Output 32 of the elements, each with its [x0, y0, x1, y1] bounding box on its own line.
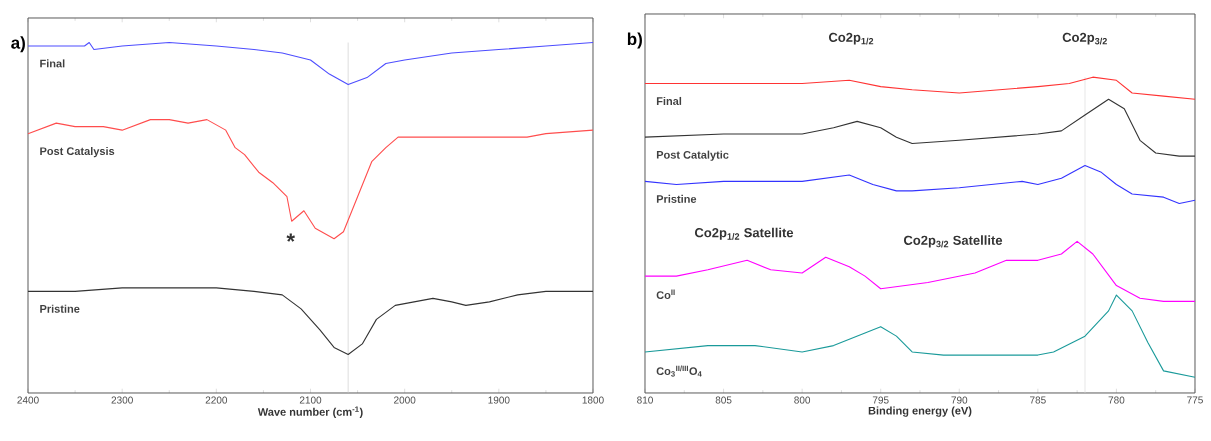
series-label: Co$^{II}$: [656, 289, 675, 299]
x-axis-title: Wave number (cm$^{-1}$): [257, 406, 363, 419]
x-tick-label: 1900: [488, 396, 510, 404]
series-label: Pristine: [656, 194, 697, 203]
x-axis-title: Binding energy (eV): [868, 406, 972, 417]
chart-title: b): [627, 32, 642, 49]
series-label: Post Catalysis: [40, 146, 115, 158]
series-label: Post Catalytic: [656, 150, 729, 161]
series-label: Final: [656, 96, 682, 106]
x-tick-label: 2100: [299, 396, 322, 404]
x-tick-label: 2000: [394, 396, 416, 404]
x-tick-label: 780: [1108, 396, 1125, 404]
x-tick-label: 790: [951, 396, 968, 404]
annotation: Co2p$_{3/2}$ Satellite: [903, 235, 1003, 248]
x-tick-label: 810: [637, 396, 653, 404]
series-label: Pristine: [40, 304, 80, 313]
x-tick-label: 1800: [582, 396, 604, 404]
x-tick-label: 800: [794, 396, 811, 404]
x-tick-label: 795: [872, 396, 889, 404]
annotation: Co2p$_{1/2}$ Satellite: [694, 227, 794, 240]
chart-title: a): [11, 36, 25, 53]
text: Co2p$_{1/2}$: [828, 32, 874, 45]
annotation: *: [286, 233, 295, 242]
x-tick-label: 785: [1030, 396, 1046, 404]
x-tick-label: 2300: [111, 396, 133, 404]
x-tick-label: 775: [1187, 396, 1203, 404]
series-label: Final: [40, 59, 65, 68]
series-label: Co$_{3}$$^{II/III}$O$_{4}$: [656, 365, 702, 377]
text: Co2p$_{3/2}$: [1062, 32, 1107, 45]
x-tick-label: 2200: [205, 396, 228, 404]
x-tick-label: 805: [715, 396, 732, 404]
x-tick-label: 2400: [17, 396, 39, 404]
